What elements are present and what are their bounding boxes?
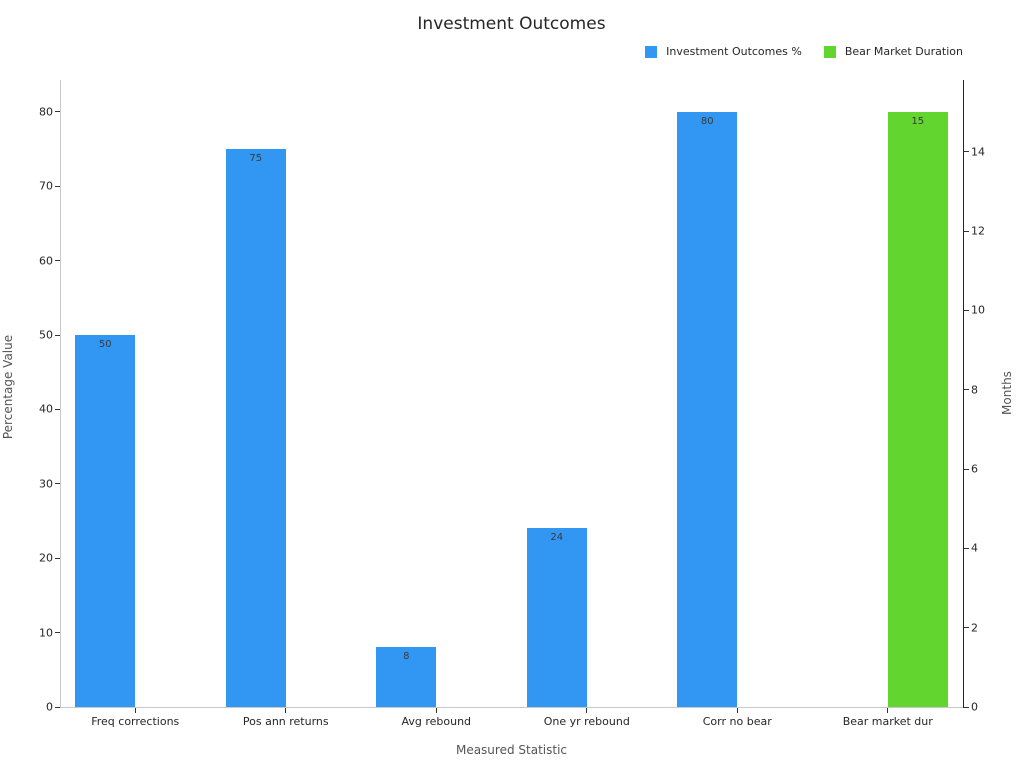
legend-swatch-icon [823,45,836,58]
left-y-tick-mark [55,185,60,187]
x-tick-mark [435,708,437,713]
left-y-tick-label: 70 [39,179,53,193]
bar [225,149,286,707]
left-y-tick-label: 80 [39,105,53,119]
x-tick-mark [134,708,136,713]
left-y-tick-label: 60 [39,254,53,268]
left-axis-spine [60,80,61,707]
chart-title: Investment Outcomes [417,14,606,34]
bar-value-label: 75 [249,153,263,165]
right-y-tick-label: 0 [971,700,978,714]
right-y-tick-mark [964,547,969,549]
left-y-tick-mark [55,632,60,634]
right-y-tick-mark [964,230,969,232]
x-tick-label: Bear market dur [842,715,933,728]
right-y-tick-mark [964,389,969,391]
bar-value-label: 8 [403,651,410,663]
x-tick-mark [887,708,889,713]
legend-label: Investment Outcomes % [666,45,802,58]
bar-value-label: 80 [700,115,714,127]
bar [887,112,948,707]
x-tick-mark [285,708,287,713]
legend-swatch-icon [645,45,658,58]
x-tick-label: Avg rebound [401,715,472,728]
left-y-tick-mark [55,706,60,708]
bar-value-label: 15 [911,116,925,128]
x-tick-label: Corr no bear [702,715,772,728]
right-y-tick-label: 6 [971,462,978,476]
left-y-tick-mark [55,260,60,262]
legend: Investment Outcomes % Bear Market Duratio… [645,45,963,58]
x-tick-mark [736,708,738,713]
right-y-tick-label: 2 [971,621,978,635]
bar [677,111,738,707]
left-y-tick-label: 40 [39,402,53,416]
left-y-axis-title: Percentage Value [1,334,15,440]
x-tick-mark [586,708,588,713]
right-y-axis-title: Months [1000,371,1014,415]
left-y-tick-label: 0 [46,700,53,714]
legend-item: Investment Outcomes % [645,45,802,58]
right-y-tick-mark [964,309,969,311]
right-y-tick-label: 10 [971,303,985,317]
bar-value-label: 50 [98,339,112,351]
left-y-tick-label: 30 [39,477,53,491]
x-tick-label: Freq corrections [91,715,180,728]
x-tick-label: One yr rebound [543,715,630,728]
bottom-axis-spine [60,707,964,708]
right-y-tick-mark [964,627,969,629]
bar [526,528,587,707]
left-y-tick-mark [55,334,60,336]
bar [75,335,136,707]
left-y-tick-label: 10 [39,626,53,640]
bar [376,647,437,707]
left-y-tick-label: 50 [39,328,53,342]
x-tick-label: Pos ann returns [242,715,329,728]
legend-label: Bear Market Duration [844,45,963,58]
right-y-tick-mark [964,706,969,708]
legend-item: Bear Market Duration [823,45,963,58]
left-y-tick-mark [55,408,60,410]
right-y-tick-label: 12 [971,224,985,238]
right-y-tick-mark [964,151,969,153]
left-y-tick-mark [55,483,60,485]
right-y-tick-label: 14 [971,145,985,159]
left-y-tick-mark [55,111,60,113]
right-y-tick-label: 8 [971,383,978,397]
left-y-tick-label: 20 [39,551,53,565]
x-axis-title: Measured Statistic [455,743,568,757]
right-y-tick-label: 4 [971,541,978,555]
left-y-tick-mark [55,557,60,559]
right-y-tick-mark [964,468,969,470]
bar-value-label: 24 [550,532,564,544]
right-axis-spine [963,80,964,708]
